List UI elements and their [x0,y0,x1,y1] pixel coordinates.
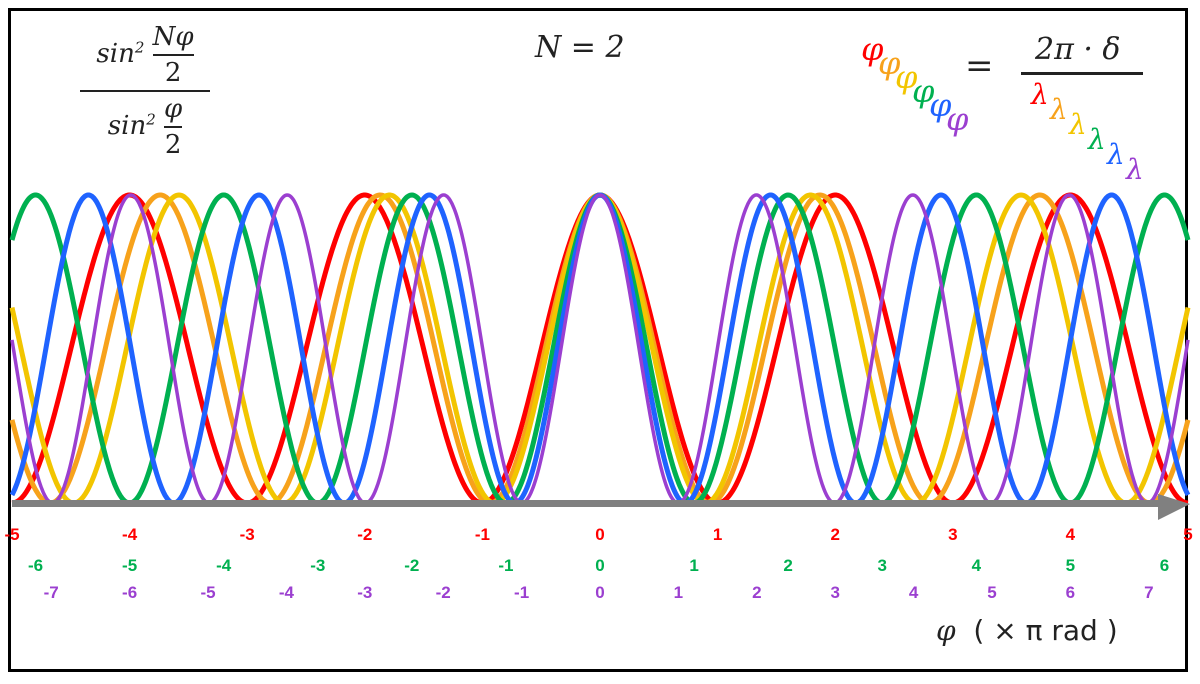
tick-label-row1: 0 [595,556,604,575]
tick-label-row0: -3 [240,525,255,544]
tick-label-row2: -7 [44,583,59,602]
tick-label-row2: -3 [357,583,372,602]
tick-label-row1: 6 [1160,556,1169,575]
tick-label-row1: 3 [878,556,887,575]
tick-label-row2: 2 [752,583,761,602]
lambda-symbol: λ [1107,138,1125,171]
tick-label-row0: -2 [357,525,372,544]
lambda-symbol: λ [1126,153,1144,186]
tick-labels: -5 -4 -3 -2 -1 0 1 2 3 4 5-6 -5 -4 -3 -2 -1 0 1 2 3 4 5 6-7 -6-… [4,525,1192,602]
tick-label-row2: -4 [279,583,295,602]
lambda-symbol: λ [1031,78,1049,111]
fraction-bar [1021,72,1143,75]
phi-symbol: φ [929,86,952,124]
tick-label-row1: -5 [122,556,137,575]
tick-label-row1: -6 [28,556,43,575]
tick-label-row2: -2 [436,583,451,602]
lambda-symbol: λ [1069,108,1087,141]
chart-title: N = 2 [535,30,625,65]
phi-symbol: φ [878,44,901,82]
x-axis-arrow [1158,494,1190,520]
tick-label-row1: 1 [689,556,698,575]
tick-label-row1: 5 [1066,556,1075,575]
tick-label-row2: 3 [830,583,839,602]
tick-label-row1: 2 [783,556,792,575]
tick-label-row0: 4 [1066,525,1076,544]
tick-label-row0: 5 [1183,525,1192,544]
x-axis-line [12,500,1168,507]
tick-label-row1: 4 [972,556,982,575]
tick-label-row0: 1 [713,525,722,544]
tick-label-row2: 5 [987,583,996,602]
phi-symbol: φ [946,100,969,138]
equals-sign: = [965,46,994,86]
tick-label-row0: -4 [122,525,138,544]
tick-label-row2: 4 [909,583,919,602]
tick-label-row0: 3 [948,525,957,544]
x-axis [12,494,1190,520]
tick-label-row0: 0 [595,525,604,544]
tick-label-row2: 0 [595,583,604,602]
tick-label-row1: -3 [310,556,325,575]
phi-symbol: φ [861,30,884,68]
x-axis-label: φ ( × π rad ) [936,614,1118,647]
tick-label-row2: 6 [1066,583,1075,602]
lambda-symbol: λ [1050,93,1068,126]
phi-symbol: φ [912,72,935,110]
curves [9,192,1191,506]
tick-label-row0: -5 [4,525,19,544]
tick-label-row2: -5 [200,583,215,602]
tick-label-row0: 2 [830,525,839,544]
tick-label-row1: -4 [216,556,232,575]
formula-numerator: sin2 Nφ 2 [96,22,194,88]
tick-label-row2: -6 [122,583,137,602]
tick-label-row0: -1 [475,525,490,544]
phase-numerator: 2π · δ [1035,32,1121,67]
tick-label-row2: 1 [674,583,683,602]
tick-label-row2: -1 [514,583,529,602]
lambda-symbol: λ [1088,123,1106,156]
tick-label-row1: -2 [404,556,419,575]
tick-label-row1: -1 [498,556,513,575]
phi-symbol: φ [895,58,918,96]
tick-label-row2: 7 [1144,583,1153,602]
